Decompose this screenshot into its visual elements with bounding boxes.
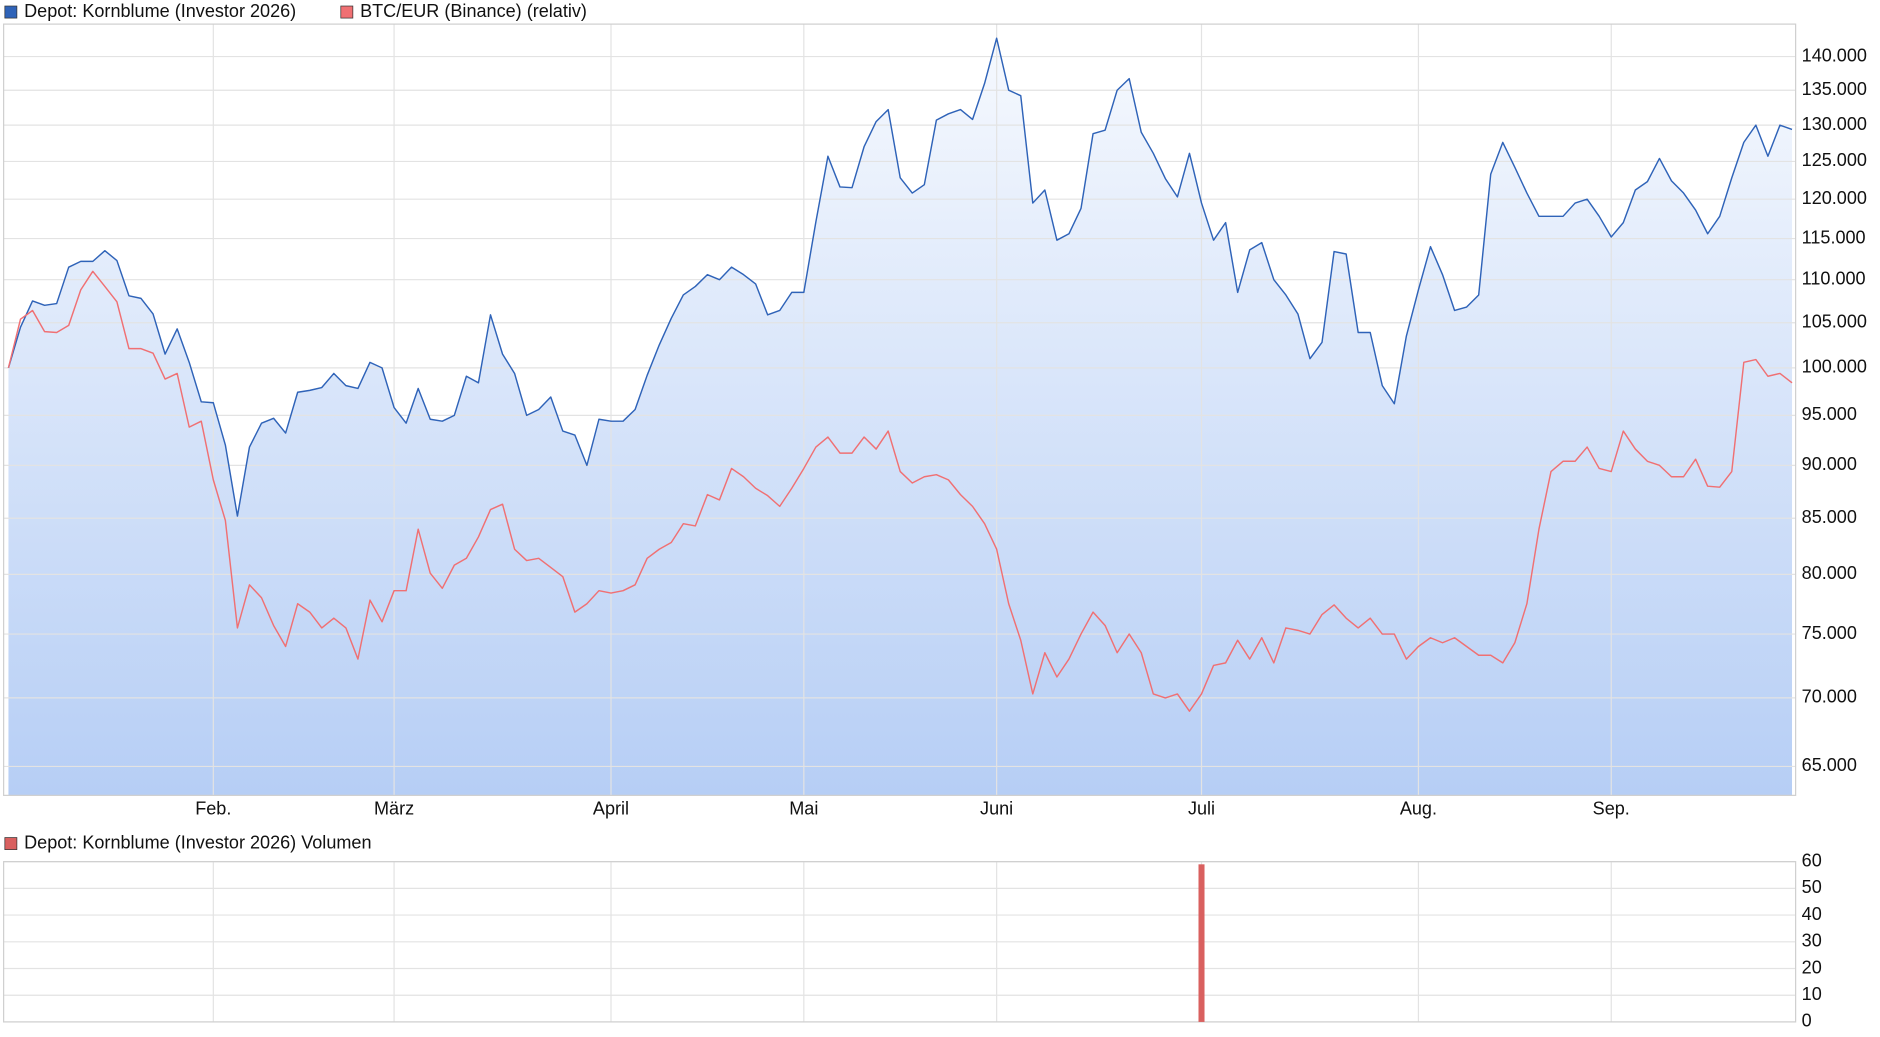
y-tick-label: 10 (1802, 984, 1822, 1004)
x-tick-label: März (374, 799, 414, 819)
legend-swatch (4, 837, 18, 850)
y-tick-label: 95.000 (1802, 404, 1857, 424)
y-tick-label: 125.000 (1802, 150, 1867, 170)
y-tick-label: 90.000 (1802, 454, 1857, 474)
x-tick-label: April (593, 799, 629, 819)
y-tick-label: 75.000 (1802, 623, 1857, 643)
x-tick-label: Juni (980, 799, 1013, 819)
plot-frame (3, 23, 1797, 796)
legend-label: BTC/EUR (Binance) (relativ) (360, 1, 587, 21)
legend-swatch (340, 5, 354, 19)
y-tick-label: 135.000 (1802, 79, 1867, 99)
y-tick-label: 60 (1802, 850, 1822, 870)
y-tick-label: 65.000 (1802, 755, 1857, 775)
x-tick-label: Mai (789, 799, 818, 819)
y-tick-label: 130.000 (1802, 114, 1867, 134)
y-tick-label: 110.000 (1802, 268, 1866, 288)
y-tick-label: 140.000 (1802, 45, 1867, 65)
y-tick-label: 40 (1802, 904, 1822, 924)
series-line (7, 37, 1793, 517)
legend-swatch (4, 5, 18, 19)
y-tick-label: 20 (1802, 957, 1822, 977)
area-fill (8, 38, 1793, 796)
x-tick-label: Aug. (1400, 799, 1437, 819)
plot-frame (3, 861, 1797, 1023)
y-tick-label: 120.000 (1802, 188, 1867, 208)
y-tick-label: 50 (1802, 877, 1822, 897)
legend-label: Depot: Kornblume (Investor 2026) (24, 1, 296, 21)
x-tick-label: Juli (1188, 799, 1215, 819)
x-tick-label: Feb. (195, 799, 231, 819)
y-tick-label: 0 (1802, 1011, 1812, 1031)
legend-label: Depot: Kornblume (Investor 2026) Volumen (24, 832, 371, 852)
series-line (7, 270, 1793, 712)
y-tick-label: 100.000 (1802, 357, 1867, 377)
bar (1198, 864, 1205, 1022)
x-tick-label: Sep. (1593, 799, 1630, 819)
y-tick-label: 70.000 (1802, 687, 1857, 707)
y-tick-label: 115.000 (1802, 227, 1866, 247)
y-tick-label: 30 (1802, 931, 1822, 951)
y-tick-label: 85.000 (1802, 507, 1857, 527)
y-tick-label: 105.000 (1802, 312, 1867, 332)
y-tick-label: 80.000 (1802, 563, 1857, 583)
